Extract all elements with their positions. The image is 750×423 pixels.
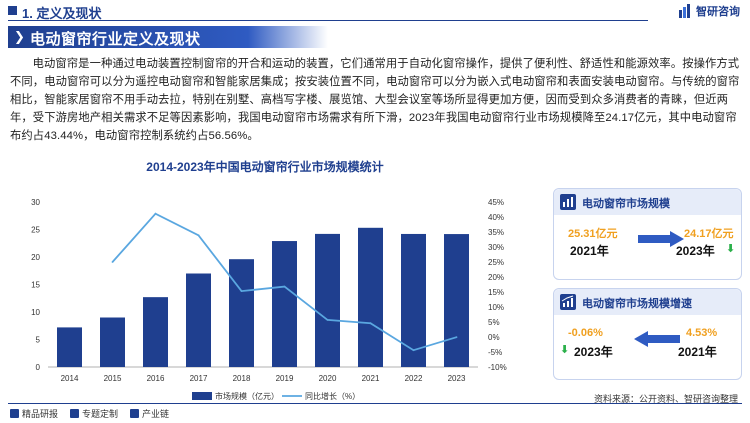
y-tick-right: 5%	[488, 318, 500, 327]
bar	[186, 273, 211, 367]
card-title: 电动窗帘市场规模增速	[582, 298, 692, 310]
card-header: 电动窗帘市场规模增速	[554, 289, 741, 315]
y-tick-right: 20%	[488, 273, 504, 282]
bar	[57, 327, 82, 367]
logo-text: 智研咨询	[696, 6, 740, 18]
card-left-year: 2021年	[570, 244, 609, 258]
y-tick-right: 40%	[488, 213, 504, 222]
y-tick-left: 30	[31, 198, 40, 207]
y-tick-left: 20	[31, 253, 40, 262]
footer-item-label: 产业链	[142, 409, 170, 419]
top-divider	[8, 20, 648, 21]
bar	[272, 241, 297, 367]
footer-divider	[8, 403, 742, 404]
growth-point	[455, 336, 458, 339]
x-tick: 2020	[319, 374, 337, 383]
footer-item-label: 精品研报	[22, 409, 59, 419]
y-tick-left: 5	[36, 336, 41, 345]
footer-item-custom[interactable]: 专题定制	[70, 407, 118, 420]
card-title: 电动窗帘市场规模	[582, 198, 670, 210]
bar	[100, 317, 125, 367]
top-bar: 1. 定义及现状 智研咨询	[0, 0, 750, 24]
y-tick-right: -5%	[488, 348, 502, 357]
x-tick: 2015	[104, 374, 122, 383]
y-tick-right: 25%	[488, 258, 504, 267]
y-tick-left: 25	[31, 226, 40, 235]
x-tick: 2022	[405, 374, 423, 383]
chain-icon	[130, 409, 140, 418]
y-tick-left: 0	[36, 363, 41, 372]
arrow-down-icon: ⬇	[726, 243, 736, 255]
footer-item-reports[interactable]: 精品研报	[10, 407, 58, 420]
card-right-year: 2021年	[678, 345, 717, 359]
card-left-year: 2023年	[574, 345, 613, 359]
market-size-chart: 0 5 10 15 20 25 30 -10% -5% 0% 5% 10% 15% 20% 25% 30% 35…	[31, 198, 507, 401]
y-tick-right: 45%	[488, 198, 504, 207]
growth-point	[369, 322, 372, 325]
custom-icon	[70, 409, 80, 418]
x-tick: 2021	[362, 374, 380, 383]
y-tick-right: 10%	[488, 303, 504, 312]
y-tick-right: 30%	[488, 243, 504, 252]
bar	[229, 259, 254, 367]
y-tick-right: 15%	[488, 288, 504, 297]
x-tick: 2023	[448, 374, 466, 383]
arrow-right-icon	[638, 231, 684, 247]
source-note: 资料来源：公开资料、智研咨询整理	[593, 394, 738, 404]
bar	[315, 233, 340, 367]
y-tick-right: -10%	[488, 363, 507, 372]
growth-chart-icon	[560, 294, 576, 310]
brand-logo: 智研咨询	[679, 3, 740, 19]
growth-point	[111, 261, 114, 263]
y-tick-left: 15	[31, 281, 40, 290]
arrow-left-icon	[634, 331, 680, 347]
y-tick-right: 35%	[488, 228, 504, 237]
chevron-right-icon: ❯	[14, 29, 25, 44]
card-right-value: 4.53%	[686, 327, 718, 339]
arrow-down-icon: ⬇	[560, 344, 570, 356]
section-banner: ❯ 电动窗帘行业定义及现状	[8, 26, 328, 48]
legend-line-label: 同比增长（%）	[305, 391, 360, 401]
growth-point	[240, 290, 243, 292]
card-left-value: 25.31亿元	[568, 228, 618, 240]
footer-item-label: 专题定制	[82, 409, 119, 419]
market-size-card: 电动窗帘市场规模 25.31亿元 2021年 24.17亿元 2023年 ⬇	[553, 188, 742, 280]
section-title: 1. 定义及现状	[22, 6, 102, 21]
x-tick: 2014	[61, 374, 79, 383]
bar-chart-icon	[560, 194, 576, 210]
legend-bar-label: 市场规模（亿元）	[215, 391, 279, 401]
bar	[143, 297, 168, 367]
growth-point	[412, 349, 415, 352]
y-tick-right: 0%	[488, 333, 500, 342]
card-right-year: 2023年	[676, 244, 715, 258]
bar	[358, 227, 383, 367]
card-right-value: 24.17亿元	[684, 228, 734, 240]
report-icon	[10, 409, 19, 418]
growth-point	[154, 212, 157, 215]
footer-links: 精品研报 专题定制 产业链	[10, 407, 169, 420]
bar	[444, 234, 469, 367]
legend-bar-swatch	[192, 392, 212, 400]
card-header: 电动窗帘市场规模	[554, 189, 741, 215]
logo-icon	[679, 4, 690, 18]
chart-title: 2014-2023年中国电动窗帘行业市场规模统计	[146, 160, 384, 174]
x-tick: 2019	[276, 374, 294, 383]
card-left-value: -0.06%	[568, 327, 603, 339]
growth-point	[326, 319, 329, 321]
growth-point	[283, 285, 286, 288]
x-tick: 2018	[233, 374, 251, 383]
banner-title: 电动窗帘行业定义及现状	[30, 31, 201, 48]
footer-item-chain[interactable]: 产业链	[130, 407, 169, 420]
intro-paragraph: 电动窗帘是一种通过电动装置控制窗帘的开合和运动的装置，它们通常用于自动化窗帘操作…	[10, 58, 740, 142]
growth-point	[197, 234, 200, 237]
x-tick: 2016	[147, 374, 165, 383]
section-marker	[8, 6, 17, 15]
y-tick-left: 10	[31, 308, 40, 317]
growth-rate-card: 电动窗帘市场规模增速 -0.06% ⬇ 2023年 4.53% 2021年	[553, 288, 742, 380]
x-tick: 2017	[190, 374, 208, 383]
